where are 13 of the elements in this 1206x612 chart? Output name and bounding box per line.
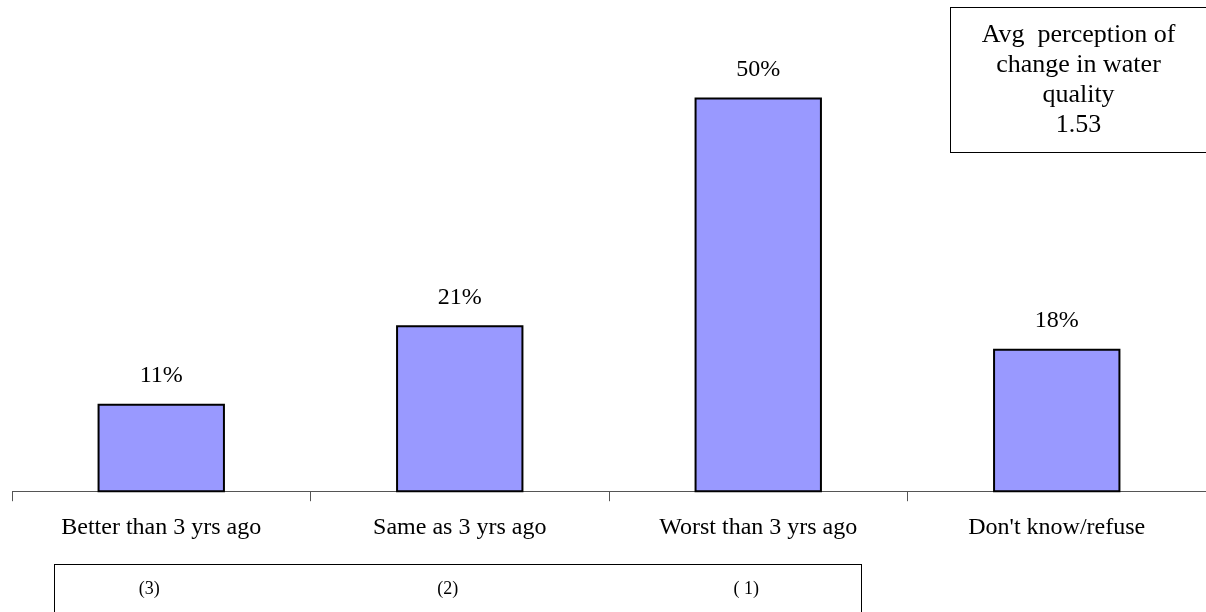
data-label: 18% (1034, 306, 1079, 333)
x-tick-label: Don't know/refuse (968, 512, 1146, 539)
x-tick-label: Same as 3 yrs ago (373, 512, 547, 539)
text: ( 1) (732, 577, 760, 599)
annotation: Avg perception of change in water quality 1.53 (981, 19, 1177, 138)
text-box: Avg perception of change in water quality 1.53 (950, 7, 1206, 153)
x-tick-label: Worst than 3 yrs ago (659, 512, 858, 539)
text: (2) (436, 577, 460, 599)
x-tick-label: Better than 3 yrs ago (61, 512, 262, 539)
data-label: 50% (736, 54, 781, 81)
text: (3) (137, 577, 161, 599)
data-label: 21% (437, 282, 482, 309)
data-label: 11% (139, 361, 183, 388)
